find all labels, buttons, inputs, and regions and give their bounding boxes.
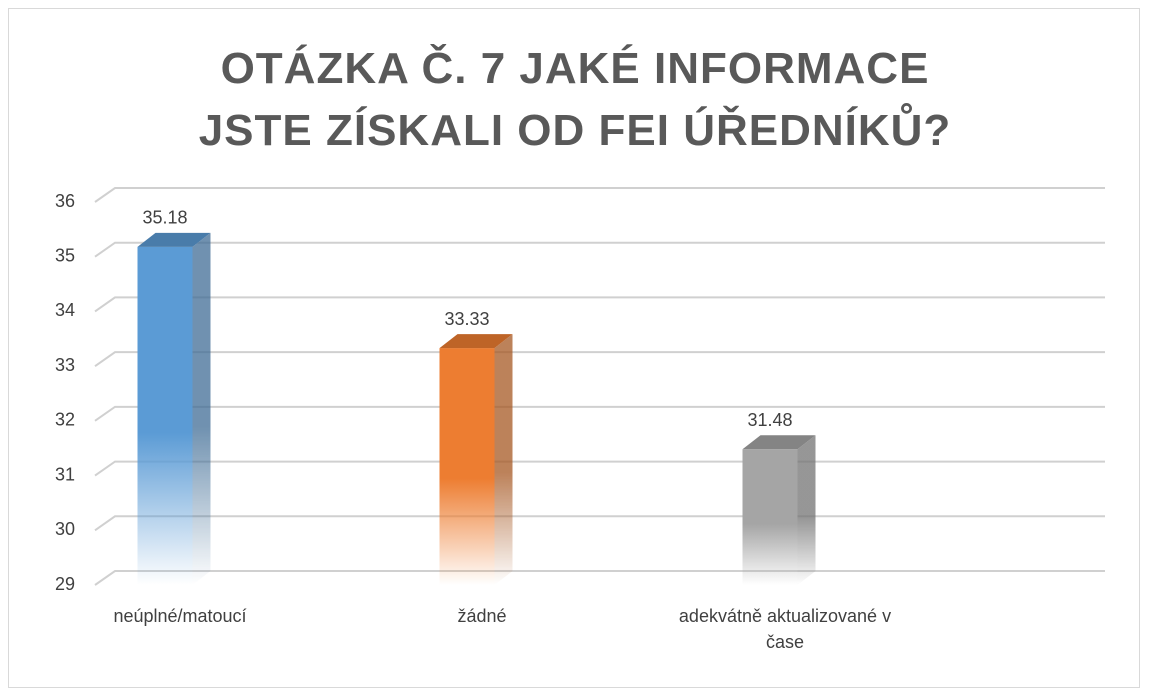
data-label: 35.18: [142, 208, 187, 228]
chart-title: OTÁZKA Č. 7 JAKÉ INFORMACE JSTE ZÍSKALI …: [198, 44, 952, 155]
y-tick-label: 33: [55, 355, 75, 375]
data-label: 31.48: [747, 410, 792, 430]
grid-line: [94, 241, 1105, 258]
grid-line: [94, 570, 1105, 586]
data-label: 33.33: [444, 309, 489, 329]
bar-front: [439, 348, 495, 585]
x-tick-label: žádné: [457, 606, 507, 626]
y-tick-label: 30: [55, 519, 75, 539]
bar-front: [137, 246, 193, 585]
y-tick-label: 31: [55, 464, 75, 484]
bar-top: [439, 334, 513, 349]
bar-front: [742, 449, 798, 585]
grid-line: [94, 405, 1105, 422]
x-tick-label: adekvátně aktualizované v čase: [678, 606, 892, 652]
bar-top: [742, 435, 816, 450]
bar: [742, 435, 816, 585]
grid-line: [94, 351, 1105, 367]
grid-line: [94, 515, 1105, 532]
y-tick-label: 34: [55, 300, 75, 320]
bar-side: [192, 232, 211, 585]
bar-side: [494, 334, 513, 585]
grid-line: [94, 296, 1105, 313]
y-tick-label: 32: [55, 410, 75, 430]
y-tick-label: 29: [55, 574, 75, 594]
bar-top: [137, 232, 211, 247]
y-tick-label: 35: [55, 245, 75, 265]
bar: [439, 334, 513, 585]
bar: [137, 232, 211, 585]
grid-line: [94, 187, 1105, 203]
y-tick-label: 36: [55, 191, 75, 211]
x-tick-label: neúplné/matoucí: [113, 606, 247, 626]
bar-side: [797, 435, 816, 585]
grid-line: [94, 460, 1105, 477]
